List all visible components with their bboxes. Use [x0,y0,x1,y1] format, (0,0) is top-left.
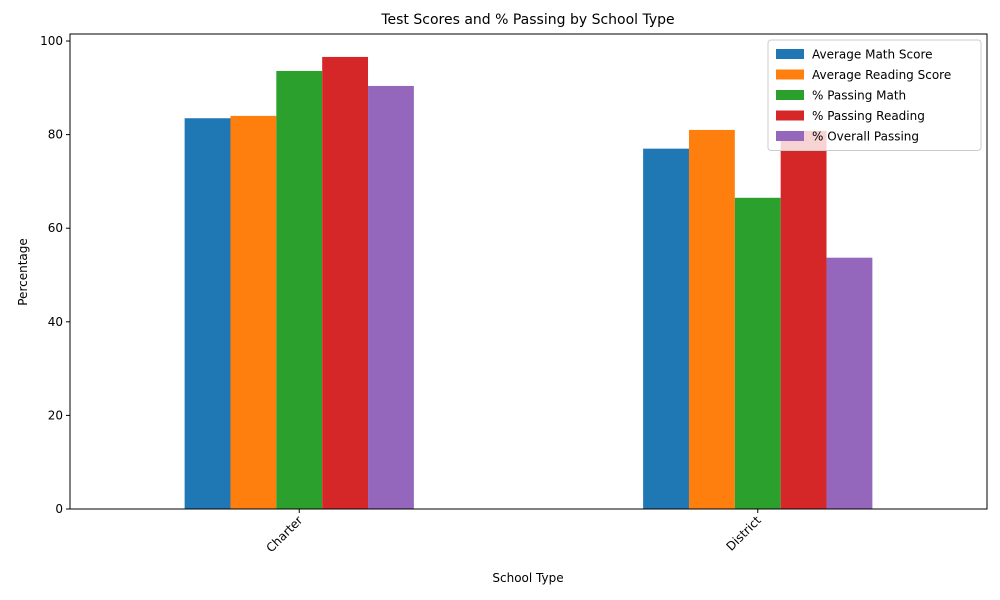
bar-passing-math-charter [276,70,323,509]
x-axis-label: School Type [492,571,563,585]
legend-label: % Passing Reading [812,109,925,123]
legend-label: Average Math Score [812,48,933,62]
bar-passing-reading-district [780,130,827,509]
bar-overall-passing-district [826,257,873,509]
y-tick-label: 40 [48,315,63,329]
bars-group [184,56,873,510]
legend-frame [767,39,982,151]
bar-passing-math-district [734,197,781,510]
legend-label: Average Reading Score [812,68,951,82]
legend-label: % Overall Passing [812,130,919,144]
bar-average-reading-score-charter [230,115,277,510]
legend-label: % Passing Math [812,89,906,103]
legend-swatch [776,90,804,100]
y-axis-label: Percentage [16,238,30,306]
bar-average-math-score-charter [184,118,231,509]
bar-passing-reading-charter [322,56,369,510]
legend-swatch [776,69,804,80]
y-tick-label: 80 [48,128,63,142]
y-tick-label: 0 [55,502,63,516]
chart-title: Test Scores and % Passing by School Type [380,12,674,28]
legend-swatch [776,49,804,59]
y-tick-label: 60 [48,221,63,235]
plot-frame [69,33,988,510]
bar-overall-passing-charter [368,85,414,510]
y-tick-label: 20 [48,408,63,422]
y-axis: 0 20 40 60 80 100 [40,34,70,516]
bar-average-reading-score-district [688,129,735,509]
legend-swatch [776,131,804,141]
bar-average-math-score-district [643,148,689,510]
y-tick-label: 100 [40,34,63,48]
legend-swatch [776,110,804,121]
legend: Average Math Score Average Reading Score%… [767,39,982,151]
